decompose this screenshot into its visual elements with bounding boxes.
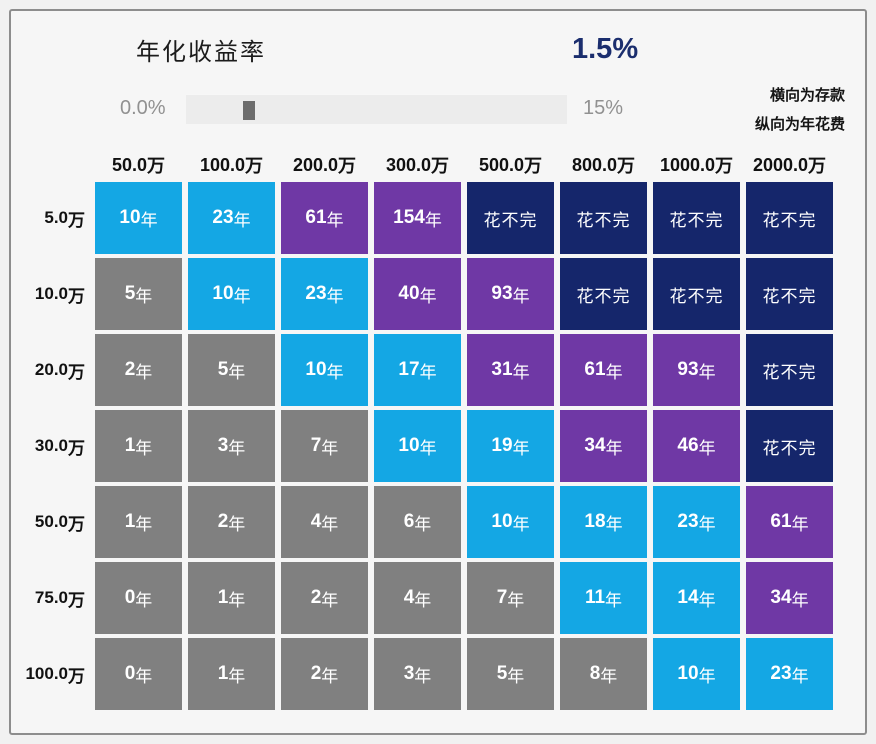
heatmap-cell: 34 年 (560, 410, 647, 482)
heatmap-cell: 23 年 (746, 638, 833, 710)
note-vertical-spending: 纵向为年花费 (754, 117, 845, 133)
heatmap-cell: 花不完 (746, 182, 833, 254)
rate-value: 1.5% (572, 33, 639, 65)
col-header-deposit: 1000.0 万 (659, 154, 734, 177)
row-header-spending: 50.0 万 (34, 512, 85, 534)
col-header-deposit: 100.0 万 (199, 154, 264, 177)
heatmap-cell: 154 年 (374, 182, 461, 254)
heatmap-cell: 40 年 (374, 258, 461, 330)
col-header-deposit: 300.0 万 (385, 154, 450, 177)
heatmap-cell: 46 年 (653, 410, 740, 482)
heatmap-cell: 10 年 (467, 486, 554, 558)
col-header-deposit: 500.0 万 (478, 154, 543, 177)
note-horizontal-deposit: 横向为存款 (769, 88, 845, 104)
row-header-spending: 10.0 万 (34, 284, 85, 306)
heatmap-cell: 61 年 (281, 182, 368, 254)
heatmap-cell: 11 年 (560, 562, 647, 634)
rate-slider-title: 年化收益率 (136, 40, 266, 66)
heatmap-cell: 花不完 (560, 258, 647, 330)
heatmap-table: 50.0 万 100.0 万 200.0 万 300.0 万 500.0 万 800.0 万 1000.… (8, 152, 833, 710)
heatmap-cell: 10 年 (281, 334, 368, 406)
col-header-deposit: 200.0 万 (292, 154, 357, 177)
heatmap-cell: 93 年 (653, 334, 740, 406)
heatmap-cell: 10 年 (374, 410, 461, 482)
heatmap-cell: 34 年 (746, 562, 833, 634)
heatmap-cell: 10 年 (653, 638, 740, 710)
heatmap-cell: 61 年 (560, 334, 647, 406)
row-header-spending: 5.0 万 (44, 208, 85, 230)
heatmap-cell: 18 年 (560, 486, 647, 558)
col-header-deposit: 2000.0 万 (752, 154, 827, 177)
col-header-deposit: 50.0 万 (111, 154, 166, 177)
heatmap-cell: 23 年 (653, 486, 740, 558)
heatmap-cell: 花不完 (653, 258, 740, 330)
heatmap-cell: 花不完 (467, 182, 554, 254)
heatmap-cell: 61 年 (746, 486, 833, 558)
heatmap-cell: 19 年 (467, 410, 554, 482)
row-header-spending: 75.0 万 (34, 588, 85, 610)
heatmap-cell: 23 年 (188, 182, 275, 254)
rate-slider-handle[interactable] (243, 101, 256, 120)
col-header-deposit: 800.0 万 (571, 154, 636, 177)
rate-slider-track[interactable] (186, 94, 567, 124)
row-header-spending: 100.0 万 (25, 664, 85, 686)
heatmap-cell: 花不完 (560, 182, 647, 254)
heatmap-corner (8, 152, 89, 178)
heatmap-cell: 14 年 (653, 562, 740, 634)
heatmap-cell: 花不完 (653, 182, 740, 254)
heatmap-cell: 23 年 (281, 258, 368, 330)
heatmap-cell: 10 年 (188, 258, 275, 330)
row-header-spending: 30.0 万 (34, 436, 85, 458)
heatmap-cell: 10 年 (95, 182, 182, 254)
heatmap-cell: 93 年 (467, 258, 554, 330)
heatmap-cell: 17 年 (374, 334, 461, 406)
heatmap-cell: 花不完 (746, 334, 833, 406)
slider-max-label: 15% (583, 97, 624, 119)
row-header-spending: 20.0 万 (34, 360, 85, 382)
heatmap-cell: 31 年 (467, 334, 554, 406)
slider-min-label: 0.0% (120, 97, 166, 119)
heatmap-cell: 花不完 (746, 410, 833, 482)
heatmap-cell: 花不完 (746, 258, 833, 330)
